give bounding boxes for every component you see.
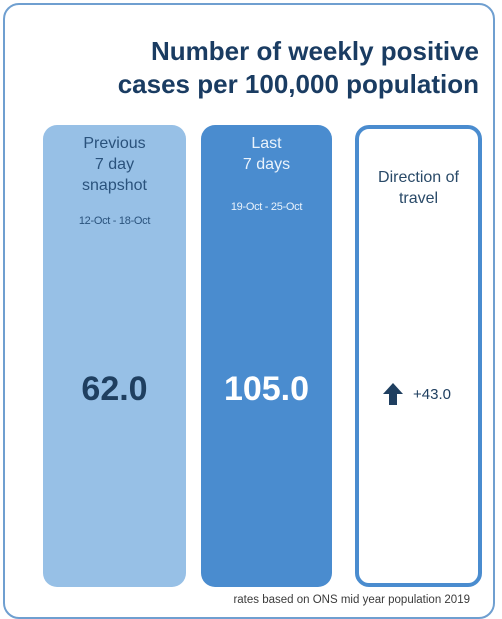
last-heading-line-1: Last	[251, 135, 282, 152]
infographic-card: Number of weekly positive cases per 100,…	[3, 3, 495, 619]
last-week-dates: 19-Oct - 25-Oct	[230, 201, 303, 213]
title-line-2: cases per 100,000 population	[117, 69, 479, 99]
direction-heading: Direction of travel	[359, 167, 478, 209]
last-week-panel: Last 7 days 19-Oct - 25-Oct 105.0	[201, 125, 332, 587]
previous-heading-line-2: 7 day	[94, 156, 135, 173]
previous-heading-line-3: snapshot	[82, 177, 147, 194]
title-line-1: Number of weekly positive	[151, 36, 479, 66]
last-week-heading: Last 7 days	[201, 133, 332, 175]
direction-heading-line-2: travel	[398, 190, 439, 207]
direction-change-value: +43.0	[413, 385, 451, 403]
last-week-value: 105.0	[223, 370, 310, 408]
previous-week-value: 62.0	[81, 370, 148, 408]
previous-heading-line-1: Previous	[83, 135, 146, 152]
previous-week-panel: Previous 7 day snapshot 12-Oct - 18-Oct …	[43, 125, 186, 587]
last-heading-line-2: 7 days	[242, 156, 291, 173]
footnote: rates based on ONS mid year population 2…	[233, 594, 470, 606]
direction-change: +43.0	[383, 383, 451, 405]
direction-panel: Direction of travel +43.0	[355, 125, 482, 587]
previous-week-dates: 12-Oct - 18-Oct	[78, 215, 151, 227]
previous-week-heading: Previous 7 day snapshot	[43, 133, 186, 196]
page-title: Number of weekly positive cases per 100,…	[5, 35, 479, 101]
arrow-up-icon	[383, 383, 403, 405]
direction-heading-line-1: Direction of	[378, 169, 459, 186]
